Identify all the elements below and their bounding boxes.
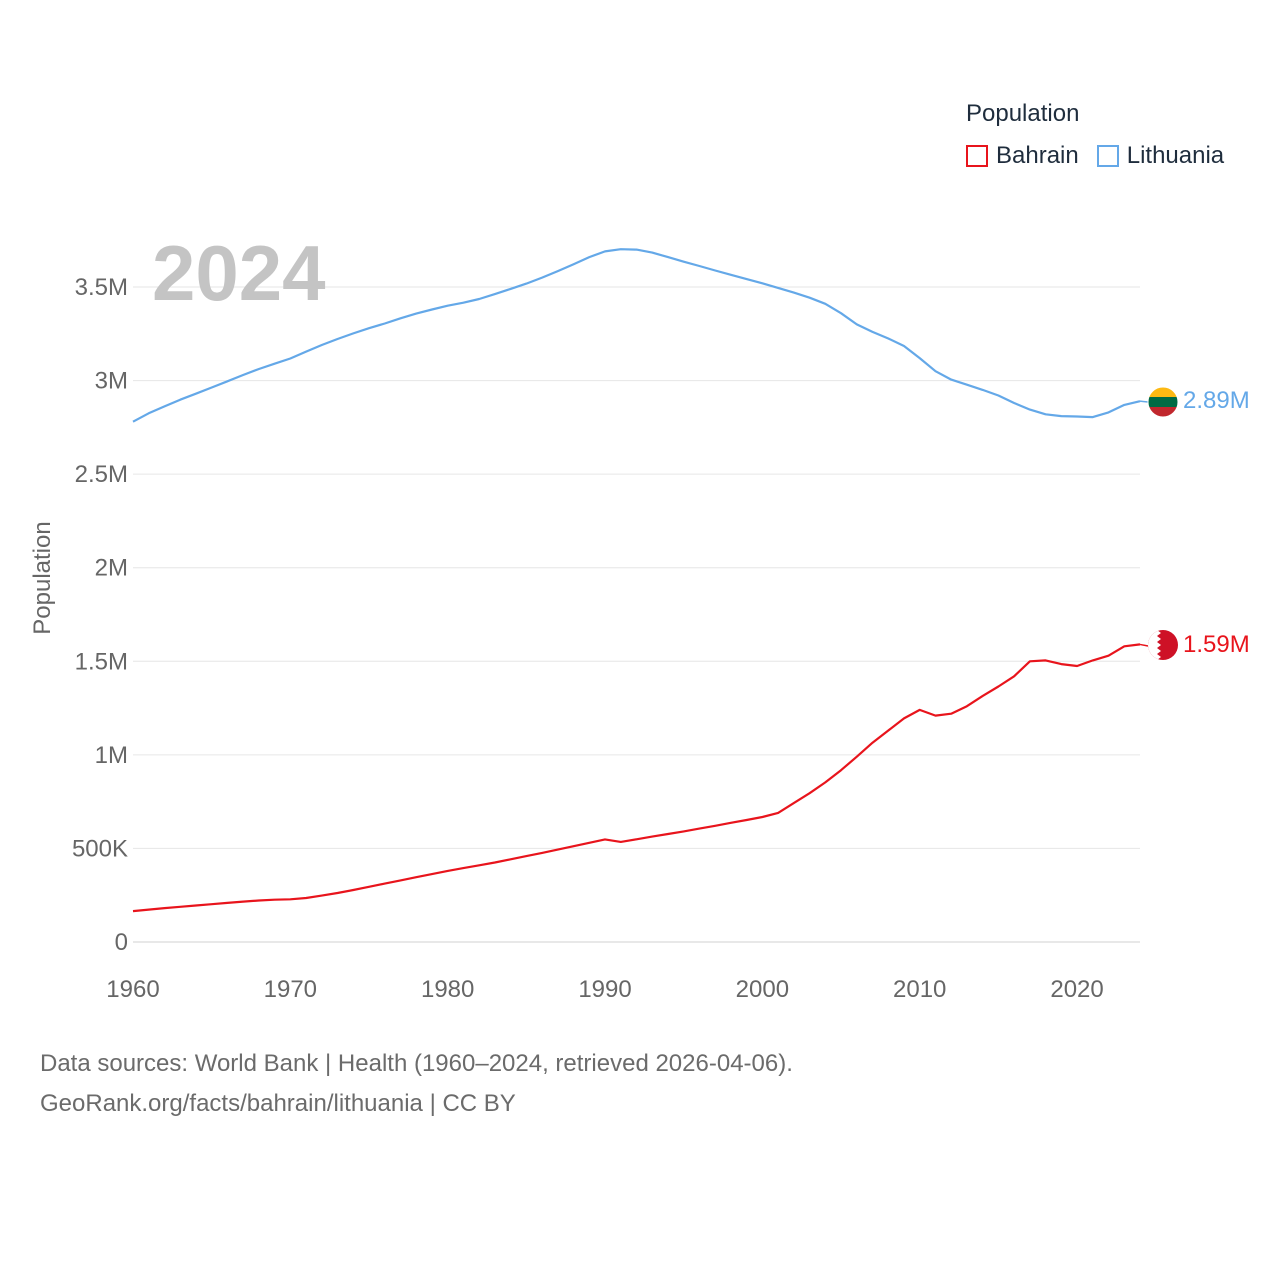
x-tick-label: 2010 [893, 976, 946, 1003]
bahrain-flag-icon [1148, 630, 1178, 660]
footer-attribution[interactable]: GeoRank.org/facts/bahrain/lithuania | CC… [40, 1090, 516, 1117]
end-connector-bahrain [1139, 643, 1149, 647]
y-tick-label: 3.5M [75, 274, 128, 301]
lithuania-flag-icon [1147, 386, 1179, 418]
legend-title: Population [966, 100, 1080, 127]
y-tick-label: 1M [95, 742, 128, 769]
series-end-labels: 2.89M 1.59M [1183, 387, 1250, 658]
y-tick-label: 0 [115, 929, 128, 956]
legend-label-bahrain: Bahrain [996, 142, 1079, 169]
y-tick-label: 2M [95, 555, 128, 582]
legend-item-bahrain[interactable]: Bahrain [966, 142, 1079, 170]
year-label: 2024 [152, 229, 326, 317]
series-lines [132, 248, 1149, 913]
legend-label-lithuania: Lithuania [1126, 142, 1225, 169]
x-tick-label: 2000 [736, 976, 789, 1003]
y-axis-label: Population [29, 521, 56, 634]
x-tick-label: 1990 [578, 976, 631, 1003]
series-line-lithuania [132, 248, 1141, 423]
x-tick-label: 1960 [106, 976, 159, 1003]
y-tick-label: 500K [72, 835, 128, 862]
footer-sources: Data sources: World Bank | Health (1960–… [40, 1050, 793, 1077]
end-label-bahrain: 1.59M [1183, 631, 1250, 658]
legend-item-lithuania[interactable]: Lithuania [1096, 142, 1225, 170]
series-line-bahrain [132, 643, 1141, 913]
x-tick-label: 1980 [421, 976, 474, 1003]
y-tick-label: 1.5M [75, 648, 128, 675]
x-tick-label: 2020 [1050, 976, 1103, 1003]
legend-swatch-lithuania [1096, 145, 1119, 167]
legend-swatch-bahrain [966, 145, 988, 167]
x-tick-label: 1970 [264, 976, 317, 1003]
gridlines [133, 286, 1140, 943]
end-label-lithuania: 2.89M [1183, 387, 1250, 414]
y-tick-label: 2.5M [75, 461, 128, 488]
y-axis-ticks: 0 500K 1M 1.5M 2M 2.5M 3M 3.5M [72, 274, 128, 956]
x-axis-ticks: 1960 1970 1980 1990 2000 2010 2020 [106, 976, 1103, 1003]
footer: Data sources: World Bank | Health (1960–… [40, 1044, 793, 1124]
y-tick-label: 3M [95, 368, 128, 395]
legend: Bahrain Lithuania [966, 142, 1242, 170]
end-connector-lithuania [1139, 400, 1149, 403]
